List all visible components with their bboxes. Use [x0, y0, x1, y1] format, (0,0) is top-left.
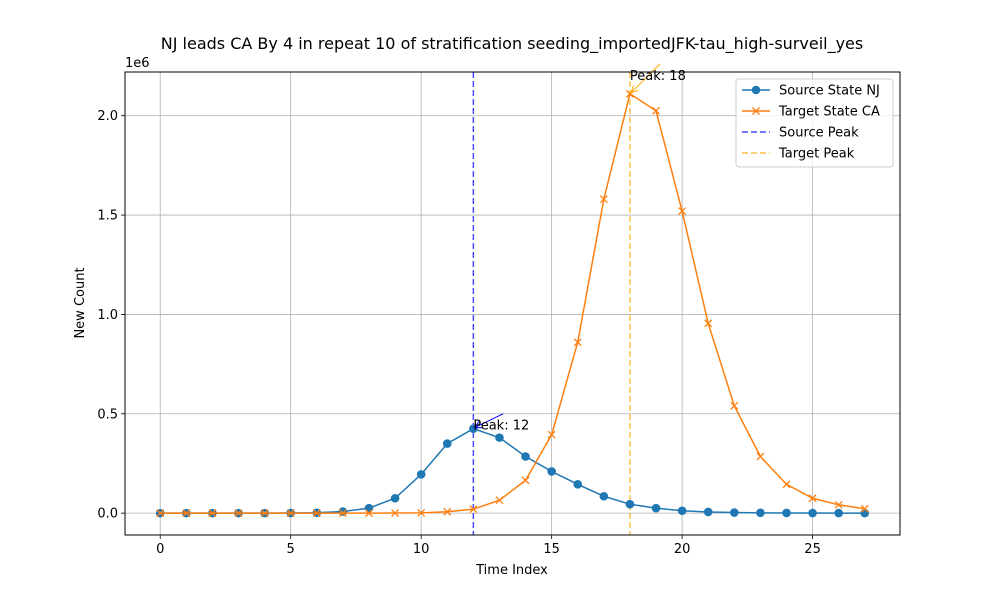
- data-point: [651, 503, 661, 513]
- legend: Source State NJ Target State CA Source Pea…: [735, 78, 894, 168]
- data-point: [156, 509, 165, 518]
- data-point: [860, 504, 869, 513]
- data-point: [782, 508, 791, 518]
- data-point: [365, 509, 373, 518]
- legend-box: [735, 78, 894, 168]
- y-axis-label: New Count: [73, 267, 88, 338]
- series-line: [160, 92, 865, 514]
- y-offset-text: 1e6: [125, 56, 150, 71]
- data-point: [860, 508, 870, 518]
- data-point: [521, 476, 530, 485]
- data-point: [599, 491, 609, 501]
- data-point: [416, 470, 426, 479]
- peak-lines: [472, 72, 631, 535]
- x-tick-label: 0: [156, 542, 164, 557]
- annotation-arrow: [474, 413, 504, 429]
- data-point: [730, 508, 739, 517]
- data-point: [364, 503, 374, 513]
- data-point: [521, 452, 530, 461]
- data-point: [182, 509, 191, 518]
- y-tick-label: 1.0: [97, 308, 118, 323]
- data-point: [703, 507, 713, 517]
- data-point: [573, 480, 583, 489]
- data-point: [652, 106, 660, 115]
- data-point: [756, 508, 765, 518]
- series: [155, 89, 870, 518]
- legend-label: Source Peak: [779, 126, 859, 141]
- annotation-arrow: [630, 63, 661, 94]
- data-point: [495, 433, 504, 442]
- data-point: [808, 508, 817, 518]
- x-tick-label: 10: [413, 542, 430, 557]
- data-point: [234, 509, 243, 518]
- data-point: [443, 507, 452, 516]
- data-point: [625, 499, 635, 509]
- data-point: [834, 508, 843, 518]
- data-point: [678, 207, 687, 216]
- annotation-arrow-head: [630, 85, 639, 94]
- x-tick-label: 20: [674, 542, 691, 557]
- plot-frame: [124, 71, 901, 536]
- data-point: [704, 319, 713, 328]
- legend-marker: [751, 85, 761, 95]
- data-point: [834, 500, 843, 509]
- ticks: 0 5 10 15 20 25 0.0 0.5 1.0 1.5 2.0: [97, 109, 821, 557]
- legend-label: Target State CA: [778, 105, 880, 120]
- data-point: [312, 509, 321, 518]
- annotations: Peak: 12 Peak: 18: [473, 63, 686, 434]
- data-point: [391, 509, 400, 518]
- y-tick-label: 1.5: [97, 209, 118, 224]
- data-point: [442, 439, 452, 448]
- x-tick-label: 25: [804, 542, 821, 557]
- chart-title: NJ leads CA By 4 in repeat 10 of stratif…: [161, 34, 863, 54]
- data-point: [677, 506, 687, 516]
- data-point: [573, 338, 582, 347]
- data-point: [599, 195, 608, 204]
- data-point: [390, 493, 400, 503]
- y-tick-label: 0.5: [97, 407, 118, 422]
- data-point: [260, 509, 269, 518]
- data-point: [208, 509, 217, 518]
- data-point: [469, 505, 478, 514]
- x-tick-label: 15: [543, 542, 560, 557]
- data-point: [417, 508, 426, 517]
- x-tick-label: 5: [287, 542, 295, 557]
- data-point: [730, 401, 739, 410]
- data-point: [495, 496, 504, 505]
- x-axis-label: Time Index: [475, 563, 548, 578]
- data-point: [338, 507, 348, 516]
- annotation-label: Peak: 18: [630, 69, 686, 84]
- legend-label: Source State NJ: [779, 84, 880, 99]
- y-tick-label: 2.0: [97, 109, 118, 124]
- data-point: [286, 509, 295, 518]
- data-point: [756, 452, 765, 461]
- data-point: [547, 467, 556, 476]
- data-point: [547, 430, 556, 439]
- legend-label: Target Peak: [778, 147, 855, 162]
- annotation-arrow-head: [473, 421, 483, 429]
- data-point: [808, 494, 817, 503]
- legend-marker: [752, 107, 760, 115]
- data-point: [782, 480, 791, 489]
- y-tick-label: 0.0: [97, 507, 118, 522]
- data-point: [338, 509, 347, 518]
- annotation-label: Peak: 12: [473, 419, 529, 434]
